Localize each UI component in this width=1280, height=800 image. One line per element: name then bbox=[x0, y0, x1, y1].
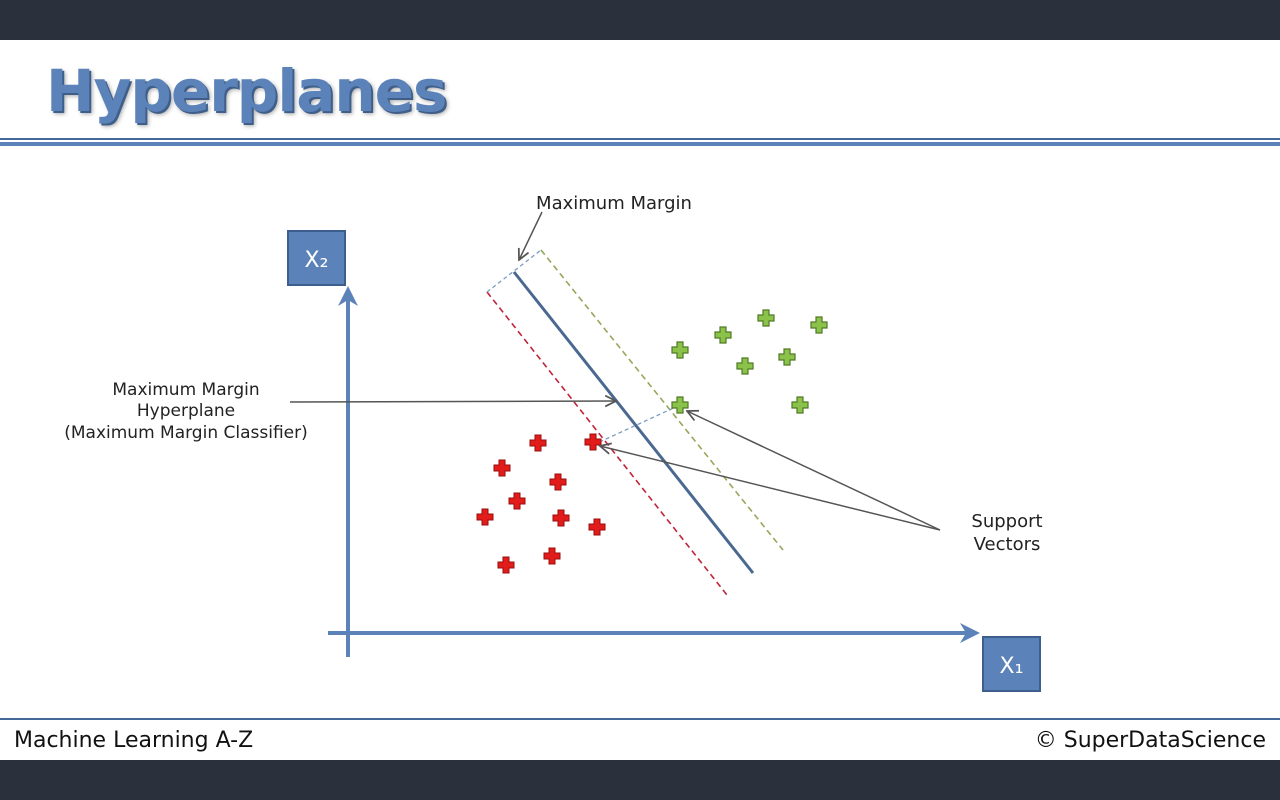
x-axis-label: X₁ bbox=[1000, 654, 1024, 679]
green-point bbox=[671, 341, 689, 359]
red-point bbox=[493, 459, 511, 477]
red-point bbox=[476, 508, 494, 526]
green-point bbox=[714, 326, 732, 344]
red-point bbox=[549, 473, 567, 491]
green-point bbox=[810, 316, 828, 334]
red-point bbox=[497, 556, 515, 574]
svm-diagram: X₂ X₁ bbox=[64, 193, 1043, 692]
slide: Hyperplanes X₂ X₁ bbox=[0, 40, 1280, 760]
maximum-margin-label: Maximum Margin bbox=[536, 193, 692, 214]
y-axis-label-box: X₂ bbox=[287, 230, 346, 286]
red-point bbox=[552, 509, 570, 527]
red-point bbox=[529, 434, 547, 452]
red-point bbox=[588, 518, 606, 536]
green-point bbox=[757, 309, 775, 327]
support-vector-arrow-green bbox=[687, 411, 941, 531]
red-point bbox=[543, 547, 561, 565]
hyperplane-label-line1: Maximum Margin bbox=[112, 380, 259, 400]
red-point bbox=[508, 492, 526, 510]
green-point bbox=[736, 357, 754, 375]
green-point bbox=[791, 396, 809, 414]
x-axis-label-box: X₁ bbox=[982, 636, 1041, 692]
hyperplane-arrow bbox=[289, 401, 616, 402]
green-point bbox=[778, 348, 796, 366]
slide-title: Hyperplanes bbox=[46, 57, 447, 125]
top-letterbox bbox=[0, 0, 1280, 40]
red-support-vector bbox=[584, 433, 602, 451]
title-divider bbox=[0, 138, 1280, 140]
margin-width-support bbox=[592, 404, 681, 446]
green-class-points bbox=[671, 309, 828, 414]
green-margin-line bbox=[540, 249, 784, 551]
support-vectors-label-line1: Support bbox=[971, 511, 1042, 532]
support-vector-arrow-red bbox=[600, 446, 941, 531]
green-point bbox=[671, 396, 689, 414]
y-axis-label: X₂ bbox=[305, 248, 329, 273]
course-name: Machine Learning A-Z bbox=[14, 728, 254, 753]
red-margin-line bbox=[486, 291, 728, 596]
maximum-margin-hyperplane bbox=[512, 271, 755, 574]
copyright-notice: © SuperDataScience bbox=[1034, 728, 1266, 753]
support-vectors-label-line2: Vectors bbox=[974, 534, 1041, 555]
bottom-letterbox bbox=[0, 760, 1280, 800]
red-class-points bbox=[476, 433, 606, 574]
footer-divider bbox=[0, 718, 1280, 720]
maximum-margin-arrow bbox=[519, 211, 543, 260]
title-divider-accent bbox=[0, 142, 1280, 146]
hyperplane-label-line3: (Maximum Margin Classifier) bbox=[64, 423, 308, 443]
hyperplane-label-line2: Hyperplane bbox=[137, 401, 235, 421]
margin-width-top bbox=[486, 249, 542, 293]
